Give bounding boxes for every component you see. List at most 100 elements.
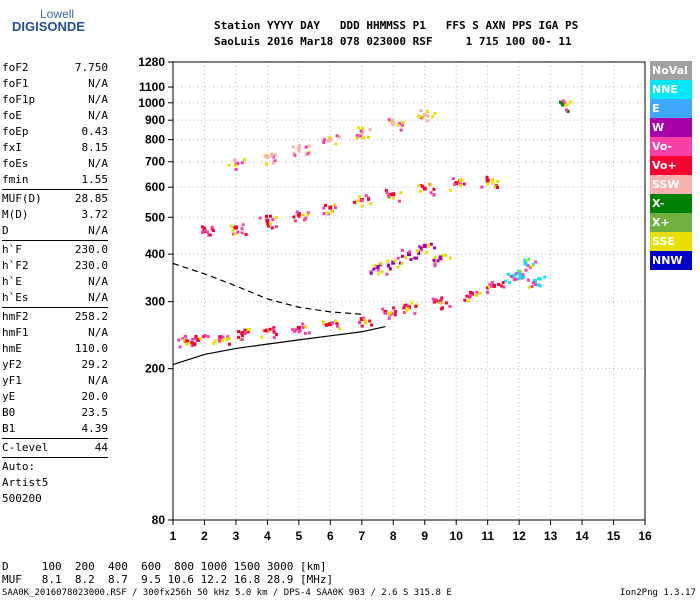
echo-dot bbox=[272, 326, 276, 330]
echo-dot bbox=[517, 277, 521, 281]
echo-dot bbox=[233, 159, 237, 163]
echo-dot bbox=[400, 123, 404, 127]
param-row: D N/A bbox=[2, 223, 108, 239]
echo-dot bbox=[360, 198, 364, 202]
echo-dot bbox=[330, 210, 334, 214]
echo-dot bbox=[241, 223, 245, 227]
echo-dot bbox=[240, 338, 244, 342]
echo-dot bbox=[525, 258, 529, 262]
param-name: yF1 bbox=[2, 374, 22, 387]
echo-dot bbox=[413, 256, 417, 260]
legend-item: NoVal bbox=[650, 61, 692, 80]
x-tick-label: 11 bbox=[481, 529, 494, 543]
echo-dot bbox=[333, 203, 337, 207]
echo-dot bbox=[322, 322, 326, 326]
echo-dot bbox=[392, 306, 396, 310]
echo-dot bbox=[385, 190, 389, 194]
y-tick-label: 1000 bbox=[138, 96, 165, 110]
param-row: foF1 N/A bbox=[2, 76, 108, 92]
echo-dot bbox=[406, 306, 410, 310]
dashed-trace-line bbox=[172, 262, 362, 315]
echo-dot bbox=[321, 320, 325, 324]
echo-dot bbox=[368, 319, 372, 323]
y-tick-label: 300 bbox=[145, 295, 165, 309]
echo-dot bbox=[485, 286, 489, 290]
param-row: yF2 29.2 bbox=[2, 357, 108, 373]
echo-dot bbox=[418, 114, 422, 118]
echo-dot bbox=[496, 282, 500, 286]
echo-dot bbox=[432, 300, 436, 304]
param-row: fxI 8.15 bbox=[2, 140, 108, 156]
data-point bbox=[359, 317, 364, 322]
echo-dot bbox=[330, 321, 334, 325]
echo-dot bbox=[524, 262, 528, 266]
param-value: N/A bbox=[88, 109, 108, 122]
param-row: h`F 230.0 bbox=[2, 242, 108, 258]
echo-dot bbox=[357, 126, 361, 130]
echo-dot bbox=[324, 203, 328, 207]
param-row: hmE 110.0 bbox=[2, 341, 108, 357]
y-tick-label: 1280 bbox=[138, 55, 165, 69]
param-name: Auto: bbox=[2, 460, 36, 473]
data-point bbox=[407, 252, 411, 257]
echo-dot bbox=[387, 118, 391, 122]
echo-dot bbox=[218, 339, 222, 343]
echo-dot bbox=[502, 285, 506, 289]
data-point bbox=[296, 212, 301, 217]
echo-dot bbox=[523, 258, 527, 262]
data-point bbox=[391, 260, 396, 265]
echo-dot bbox=[298, 329, 302, 333]
echo-dot bbox=[501, 280, 505, 284]
echo-dot bbox=[399, 128, 403, 132]
echo-dot bbox=[435, 299, 439, 303]
echo-dot bbox=[362, 136, 366, 140]
logo-digisonde: DIGISONDE bbox=[12, 19, 85, 34]
echo-dot bbox=[233, 232, 237, 236]
echo-dot bbox=[274, 225, 278, 229]
data-point bbox=[491, 283, 496, 288]
echo-dot bbox=[328, 136, 332, 140]
data-point bbox=[391, 192, 396, 197]
param-value: 29.2 bbox=[81, 358, 109, 371]
echo-dot bbox=[534, 260, 538, 264]
echo-dot bbox=[468, 294, 472, 298]
echo-dot bbox=[418, 189, 422, 193]
param-name: foF2 bbox=[2, 61, 29, 74]
echo-dot bbox=[518, 275, 522, 279]
y-tick-label: 400 bbox=[145, 247, 165, 261]
echo-dot bbox=[409, 258, 413, 262]
param-row: foF1p N/A bbox=[2, 92, 108, 108]
echo-dot bbox=[433, 256, 437, 260]
param-value: 28.85 bbox=[74, 192, 108, 205]
echo-dot bbox=[537, 283, 541, 287]
echo-dot bbox=[260, 335, 264, 339]
param-name: yE bbox=[2, 390, 16, 403]
echo-dot bbox=[242, 158, 246, 162]
echo-dot bbox=[465, 294, 469, 298]
model-profile-line bbox=[172, 325, 386, 366]
echo-dot bbox=[368, 128, 372, 132]
x-tick-label: 13 bbox=[544, 529, 558, 543]
echo-dot bbox=[178, 345, 182, 349]
echo-dot bbox=[441, 253, 445, 257]
echo-dot bbox=[478, 291, 482, 295]
echo-dot bbox=[244, 232, 248, 236]
plot-frame bbox=[172, 61, 646, 521]
echo-dot bbox=[425, 110, 429, 114]
echo-dot bbox=[264, 214, 268, 218]
echo-dot bbox=[566, 109, 570, 113]
param-name: MUF(D) bbox=[2, 192, 42, 205]
echo-dot bbox=[356, 199, 360, 203]
echo-dot bbox=[361, 127, 365, 131]
echo-dot bbox=[386, 259, 390, 263]
param-name: foF1 bbox=[2, 77, 29, 90]
echo-dot bbox=[272, 155, 276, 159]
data-point bbox=[265, 155, 270, 160]
echo-dot bbox=[418, 245, 422, 249]
param-value: N/A bbox=[88, 326, 108, 339]
echo-dot bbox=[393, 259, 397, 263]
param-name: C-level bbox=[2, 441, 49, 454]
echo-dot bbox=[301, 213, 305, 217]
echo-dot bbox=[191, 342, 195, 346]
